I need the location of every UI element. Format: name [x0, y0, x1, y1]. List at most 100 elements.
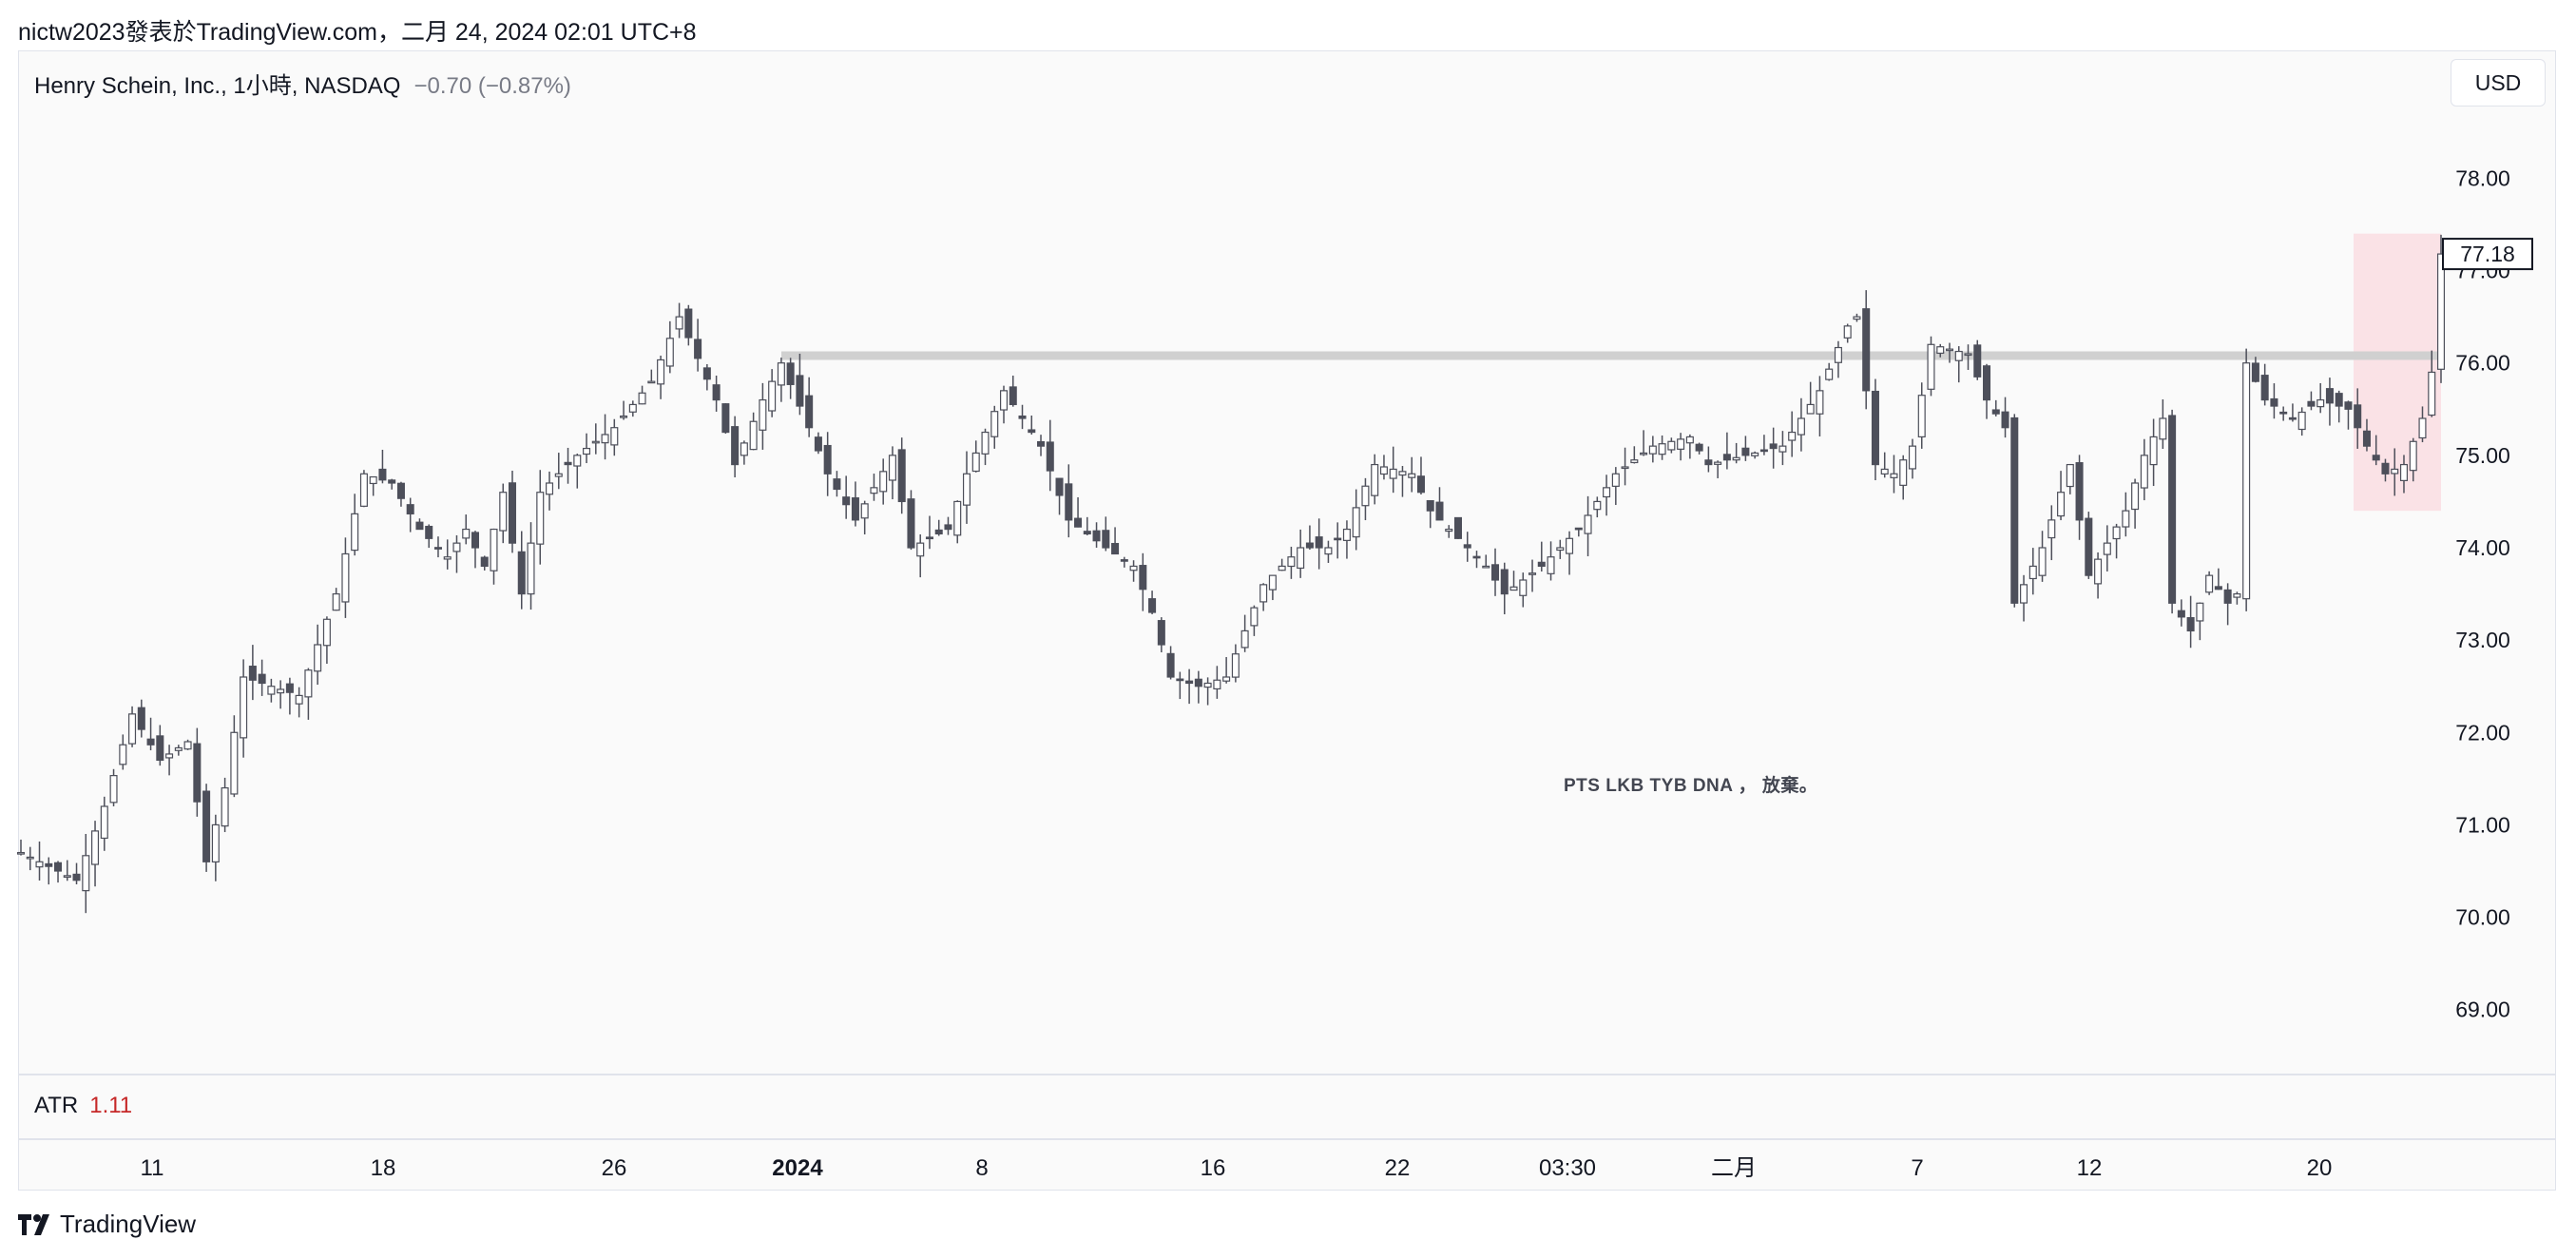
candle-body [2075, 462, 2084, 521]
candle-body [359, 473, 368, 507]
y-tick-label: 71.00 [2455, 812, 2510, 837]
candle-body [1528, 572, 1537, 575]
y-tick-label: 69.00 [2455, 998, 2510, 1022]
x-tick-label: 22 [1385, 1155, 1411, 1181]
candle-body [2085, 517, 2093, 576]
x-tick-label: 20 [2307, 1155, 2333, 1181]
x-tick-label: 26 [602, 1155, 627, 1181]
candle-body [1120, 559, 1128, 562]
candle-body [54, 862, 63, 872]
x-tick-label: 16 [1201, 1155, 1226, 1181]
candle-body [1917, 395, 1926, 437]
x-tick-label: 7 [1911, 1155, 1923, 1181]
last-price-box [2442, 238, 2533, 271]
candle-body [2028, 565, 2037, 580]
candle-body [2362, 430, 2371, 447]
candle-body [1231, 653, 1240, 678]
candle-body [934, 529, 943, 535]
candle-body [156, 735, 164, 762]
candle-body [925, 536, 933, 540]
candle-body [35, 861, 44, 868]
currency-button[interactable]: USD [2451, 59, 2546, 107]
candle-body [1853, 316, 1861, 320]
candle-body [499, 492, 508, 532]
atr-legend[interactable]: ATR 1.11 [34, 1093, 132, 1119]
candle-body [26, 856, 34, 860]
candle-body [1111, 542, 1120, 555]
candle-body [63, 875, 71, 879]
candle-body [1435, 501, 1444, 521]
candle-body [2251, 362, 2259, 382]
candle-body [1722, 454, 1731, 461]
candle-body [1083, 531, 1091, 535]
candle-body [628, 403, 637, 413]
candle-body [1834, 346, 1842, 363]
candle-body [1408, 473, 1416, 478]
candle-body [546, 482, 554, 495]
candle-body [1759, 449, 1768, 453]
candle-body [508, 482, 517, 544]
y-tick-label: 70.00 [2455, 905, 2510, 930]
candle-body [1102, 530, 1110, 549]
candle-body [647, 380, 656, 384]
candle-body [944, 524, 952, 531]
candle-body [675, 316, 683, 330]
candle-body [2057, 492, 2066, 517]
candle-body [981, 431, 990, 455]
candle-body [2418, 417, 2427, 439]
candle-body [517, 551, 526, 595]
candle-body [554, 473, 563, 477]
candle-body [100, 805, 108, 840]
symbol-name: Henry Schein, Inc., 1小時, NASDAQ [34, 73, 401, 99]
candle-body [1389, 468, 1397, 479]
candle-body [1658, 443, 1666, 455]
candle-body [1250, 607, 1259, 627]
candle-body [165, 753, 174, 759]
candle-body [1945, 348, 1954, 352]
highlight-zone[interactable] [2354, 233, 2441, 512]
candle-body [1778, 445, 1787, 453]
candle-body [1843, 325, 1852, 339]
candle-body [2381, 462, 2390, 475]
candle-body [1537, 561, 1546, 568]
candle-body [1074, 517, 1083, 528]
candle-body [712, 384, 721, 401]
chart-frame [18, 50, 2556, 1191]
candle-body [1148, 598, 1157, 613]
x-tick-label: 11 [141, 1155, 164, 1181]
candle-body [2001, 411, 2009, 429]
candle-body [2223, 589, 2232, 604]
candle-body [638, 392, 646, 405]
symbol-legend[interactable]: Henry Schein, Inc., 1小時, NASDAQ −0.70 (−0… [34, 67, 571, 100]
candle-body [388, 479, 396, 484]
candle-body [536, 492, 545, 545]
candle-body [1046, 441, 1054, 472]
candle-body [1704, 459, 1713, 466]
candle-body [2279, 411, 2288, 415]
x-tick-label: 12 [2077, 1155, 2103, 1181]
candle-body [193, 743, 202, 803]
candle-body [295, 694, 303, 705]
candle-body [879, 471, 888, 493]
candle-body [1278, 565, 1286, 571]
tradingview-logo[interactable]: TradingView [18, 1210, 196, 1239]
last-price-label: 77.18 [2460, 242, 2515, 266]
publish-header: nictw2023發表於TradingView.com，二月 24, 2024 … [18, 19, 697, 46]
candle-body [2372, 455, 2380, 461]
candle-body [777, 362, 785, 386]
candle-body [285, 683, 294, 693]
candle-body [1482, 565, 1490, 569]
candle-body [72, 873, 81, 881]
candle-body [1194, 678, 1202, 688]
candle-body [82, 855, 90, 892]
candle-body [1157, 620, 1165, 646]
candle-body [897, 449, 906, 503]
candle-body [1166, 652, 1175, 678]
candle-body [2409, 440, 2417, 472]
candle-body [1268, 574, 1277, 591]
candle-body [1871, 390, 1879, 466]
candle-body [1426, 500, 1434, 512]
candle-body [211, 823, 220, 862]
candle-body [351, 513, 359, 552]
